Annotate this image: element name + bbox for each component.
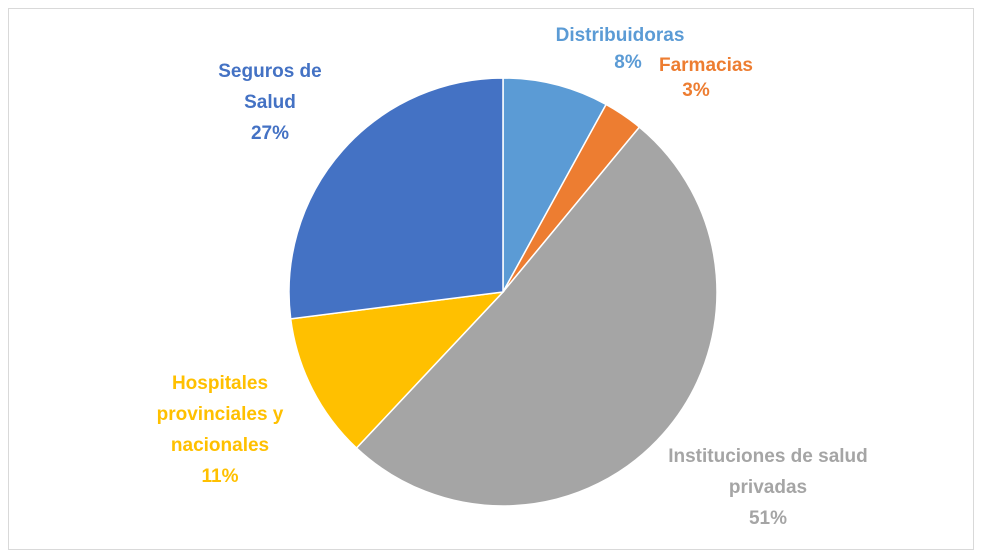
data-label: Seguros de Salud 27% xyxy=(195,56,345,149)
data-label: Hospitales provinciales y nacionales 11% xyxy=(140,368,300,492)
pie-slice xyxy=(502,77,608,293)
category-label: Instituciones de salud privadas xyxy=(668,446,868,498)
category-label: Distribuidoras xyxy=(555,25,685,46)
data-label: Farmacias 3% xyxy=(659,50,753,106)
data-label: Distribuidoras 8% xyxy=(556,20,685,78)
pie-slice xyxy=(289,290,505,450)
pie-slice xyxy=(288,77,504,320)
category-label: Seguros de Salud xyxy=(218,61,322,113)
pie-slice xyxy=(355,126,718,507)
value-label: 27% xyxy=(250,123,290,144)
category-label: Hospitales provinciales y nacionales xyxy=(156,373,284,456)
category-label: Farmacias xyxy=(658,55,754,76)
value-label: 11% xyxy=(201,466,239,487)
value-label: 8% xyxy=(614,52,642,73)
data-label: Instituciones de salud privadas 51% xyxy=(668,441,868,534)
chart-frame xyxy=(8,8,974,550)
value-label: 3% xyxy=(682,80,710,101)
value-label: 51% xyxy=(748,508,788,529)
